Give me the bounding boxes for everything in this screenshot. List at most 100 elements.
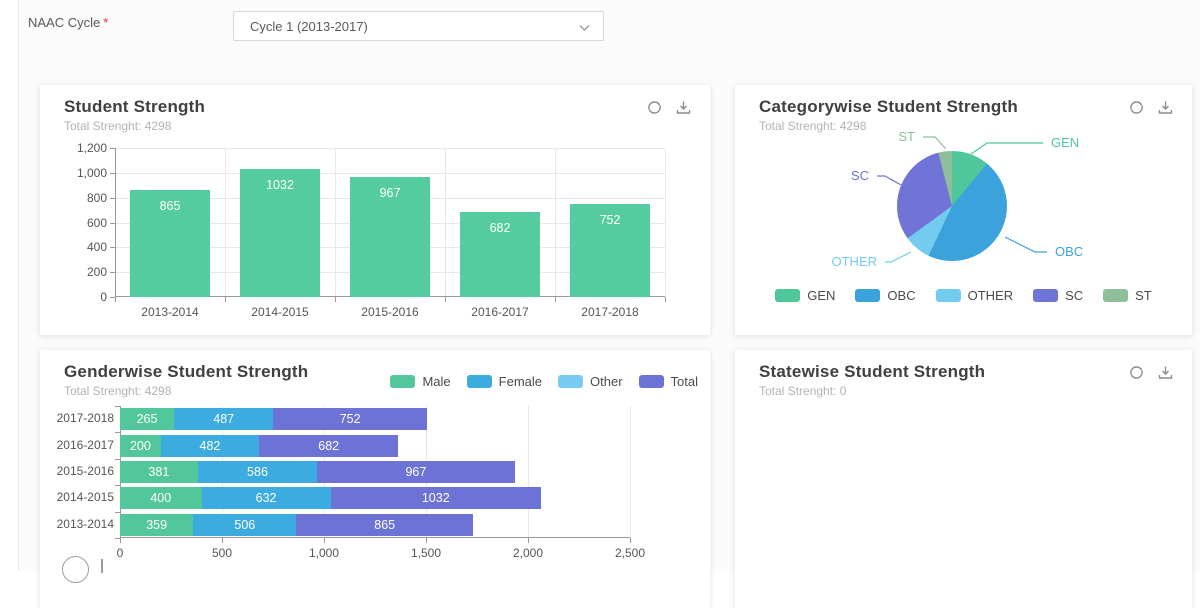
stacked-bar-segment[interactable] [120, 434, 161, 457]
gridline-v [528, 406, 529, 538]
legend-label: Female [498, 374, 543, 389]
card-title: Genderwise Student Strength [64, 362, 309, 381]
card-subtitle: Total Strenght: 4298 [759, 119, 867, 133]
refresh-icon[interactable] [646, 99, 663, 116]
pie-slice-label: GEN [1051, 135, 1080, 150]
card-title: Student Strength [64, 97, 206, 116]
y-axis-tick [115, 485, 120, 487]
stacked-bar-segment[interactable] [120, 513, 194, 536]
y-axis-tick-label: 1,200 [76, 141, 107, 155]
pie-chart-plot: GEN OBC OTHER SC ST GEN OBC OTHER SC ST [735, 85, 1192, 335]
x-axis-tick-label: 2,000 [512, 546, 544, 560]
pie-leader-line [923, 136, 947, 150]
pie-chart[interactable] [897, 151, 1007, 261]
legend-label: OBC [887, 288, 916, 303]
y-axis-category-label: 2016-2017 [56, 438, 114, 454]
legend-swatch [558, 375, 584, 388]
legend-item[interactable]: Female [466, 374, 543, 389]
y-axis-tick-label: 800 [86, 190, 107, 205]
segment-value-label: 200 [129, 438, 151, 453]
legend-label: Total [670, 374, 698, 389]
legend-item[interactable]: Other [558, 374, 623, 389]
clipped-download-icon[interactable] [101, 559, 103, 573]
gridline-h [115, 172, 665, 174]
clipped-refresh-icon[interactable] [62, 556, 89, 583]
stacked-bar-segment[interactable] [273, 408, 427, 431]
sidebar-edge-divider [18, 0, 19, 571]
x-axis-category-label: 2013-2014 [141, 305, 199, 319]
stacked-bar-segment[interactable] [259, 434, 399, 457]
x-axis-tick [555, 297, 556, 302]
stacked-bar-segment[interactable] [296, 513, 473, 536]
x-axis-tick [335, 297, 336, 302]
download-icon[interactable] [1157, 364, 1174, 381]
legend-label: Other [590, 374, 623, 389]
card-toolbar [1128, 364, 1174, 381]
x-axis-line [120, 537, 630, 538]
stacked-bar-segment[interactable] [197, 461, 318, 483]
segment-value-label: 506 [234, 517, 256, 532]
y-axis-category-text: 2016-2017 [56, 437, 114, 452]
stacked-bar-segment[interactable] [317, 461, 515, 483]
download-icon[interactable] [675, 99, 692, 116]
x-axis-tick [115, 297, 116, 302]
segment-value-label: 752 [339, 412, 361, 427]
legend-swatch [775, 289, 801, 302]
naac-cycle-select[interactable]: Cycle 1 (2013-2017) [233, 11, 604, 41]
legend-swatch [1033, 289, 1059, 302]
x-axis-tick [324, 538, 325, 543]
refresh-icon[interactable] [1128, 364, 1145, 381]
x-axis-tick [630, 538, 631, 543]
pie-leader-line [970, 142, 1043, 155]
gridline-v [225, 148, 226, 297]
y-axis-tick [110, 297, 115, 298]
y-axis-tick-label: 0 [100, 290, 107, 304]
legend-item[interactable]: Male [390, 374, 451, 389]
x-axis-tick-label: 0 [116, 546, 124, 560]
legend-item[interactable]: SC [1033, 288, 1083, 303]
download-icon[interactable] [1157, 99, 1174, 116]
stacked-bar-segment[interactable] [120, 408, 175, 431]
segment-value-label: 265 [136, 412, 158, 427]
segment-value-label: 632 [255, 491, 277, 506]
legend-item[interactable]: OBC [855, 288, 916, 303]
bar[interactable] [460, 212, 540, 297]
legend-item[interactable]: Total [638, 374, 698, 389]
bar[interactable] [130, 189, 210, 297]
stacked-bar-segment[interactable] [201, 487, 331, 510]
legend-swatch [390, 375, 416, 388]
y-axis-category-text: 2015-2016 [56, 464, 114, 478]
x-axis-tick [120, 538, 121, 543]
stacked-bar-segment[interactable] [330, 487, 542, 510]
segment-value-label: 487 [213, 412, 235, 427]
legend-item[interactable]: GEN [775, 288, 835, 303]
x-axis-tick [222, 538, 223, 543]
stacked-bar-segment[interactable] [120, 461, 198, 483]
stacked-bar-segment[interactable] [193, 513, 297, 536]
y-axis-tick [110, 148, 115, 149]
legend-label: ST [1135, 288, 1152, 303]
student-strength-card: Student Strength Total Strenght: 4298 0 2… [40, 85, 710, 335]
x-axis-tick [426, 538, 427, 543]
y-axis-category-label: 2013-2014 [56, 517, 114, 533]
segment-value-label: 586 [247, 465, 268, 479]
stacked-bar-segment[interactable] [174, 408, 274, 431]
legend-label: Male [422, 374, 451, 389]
gridline-v [335, 148, 336, 297]
legend-item[interactable]: ST [1103, 288, 1152, 303]
bar-value-label: 865 [159, 198, 181, 213]
refresh-icon[interactable] [1128, 99, 1145, 116]
stacked-bar-segment[interactable] [160, 434, 260, 457]
bar[interactable] [570, 203, 650, 297]
bar[interactable] [240, 168, 320, 297]
x-axis-tick-label: 1,000 [308, 546, 340, 560]
x-axis-category-label: 2015-2016 [361, 305, 419, 319]
naac-cycle-selected-value: Cycle 1 (2013-2017) [250, 18, 368, 34]
bar-value-label: 1032 [266, 177, 294, 192]
bar[interactable] [350, 176, 430, 297]
card-toolbar [1128, 99, 1174, 116]
legend-item[interactable]: OTHER [935, 288, 1013, 303]
y-axis-tick [115, 538, 120, 539]
stacked-bar-segment[interactable] [120, 487, 202, 510]
pie-slice-label: OBC [1055, 244, 1084, 259]
